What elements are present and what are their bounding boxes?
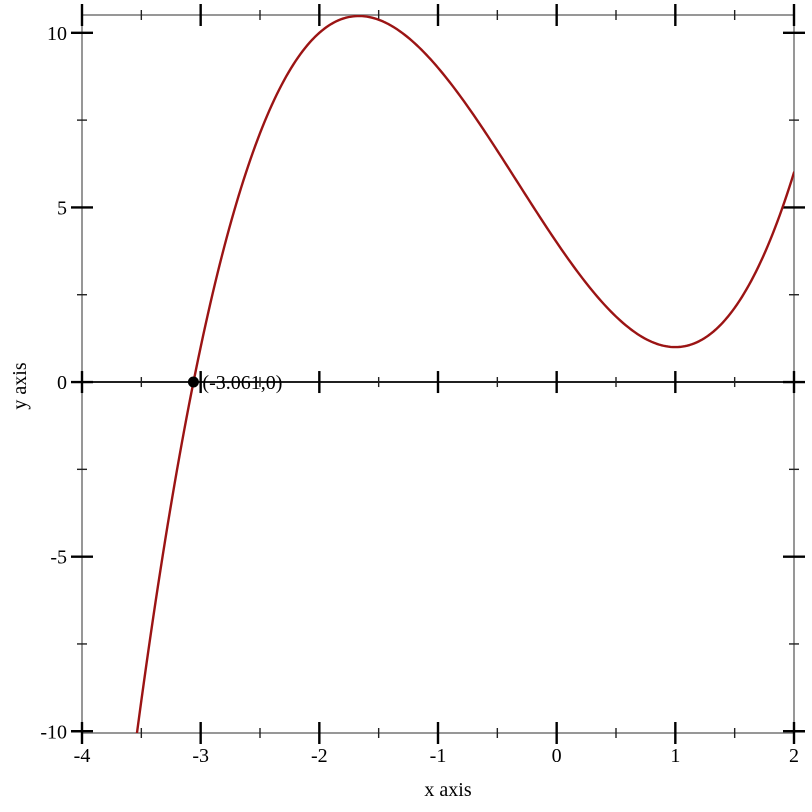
x-tick-label: -1 [430, 745, 447, 767]
x-tick-label: -4 [74, 745, 91, 767]
curve-series [135, 15, 794, 733]
x-tick-label: 0 [552, 745, 562, 767]
y-tick-label: 0 [57, 372, 67, 394]
x-tick-label: 1 [670, 745, 680, 767]
y-tick-label: -10 [40, 721, 67, 743]
y-axis-label: y axis [9, 362, 31, 409]
x-axis-label: x axis [424, 779, 471, 801]
y-tick-label: -5 [50, 547, 67, 569]
annotations [187, 376, 199, 388]
x-tick-label: -3 [192, 745, 209, 767]
point-label: (-3.061,0) [202, 372, 282, 394]
marked-point [187, 376, 199, 388]
function-curve [135, 15, 794, 733]
y-tick-label: 5 [57, 197, 67, 219]
y-tick-label: 10 [47, 23, 67, 45]
x-tick-label: -2 [311, 745, 328, 767]
tick-marks [71, 4, 805, 744]
x-tick-label: 2 [789, 745, 799, 767]
